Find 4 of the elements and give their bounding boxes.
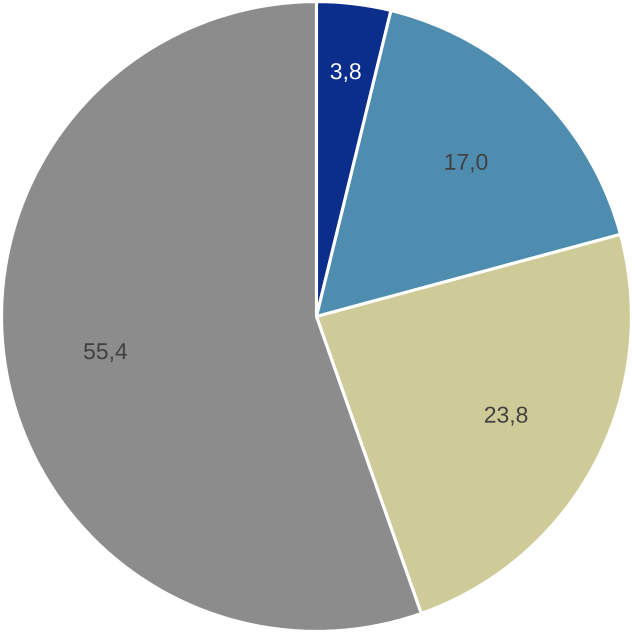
data-label: 17,0: [445, 154, 488, 173]
data-label: 3,8: [330, 63, 361, 82]
data-label: 23,8: [484, 406, 528, 426]
data-label: 55,4: [84, 343, 128, 362]
